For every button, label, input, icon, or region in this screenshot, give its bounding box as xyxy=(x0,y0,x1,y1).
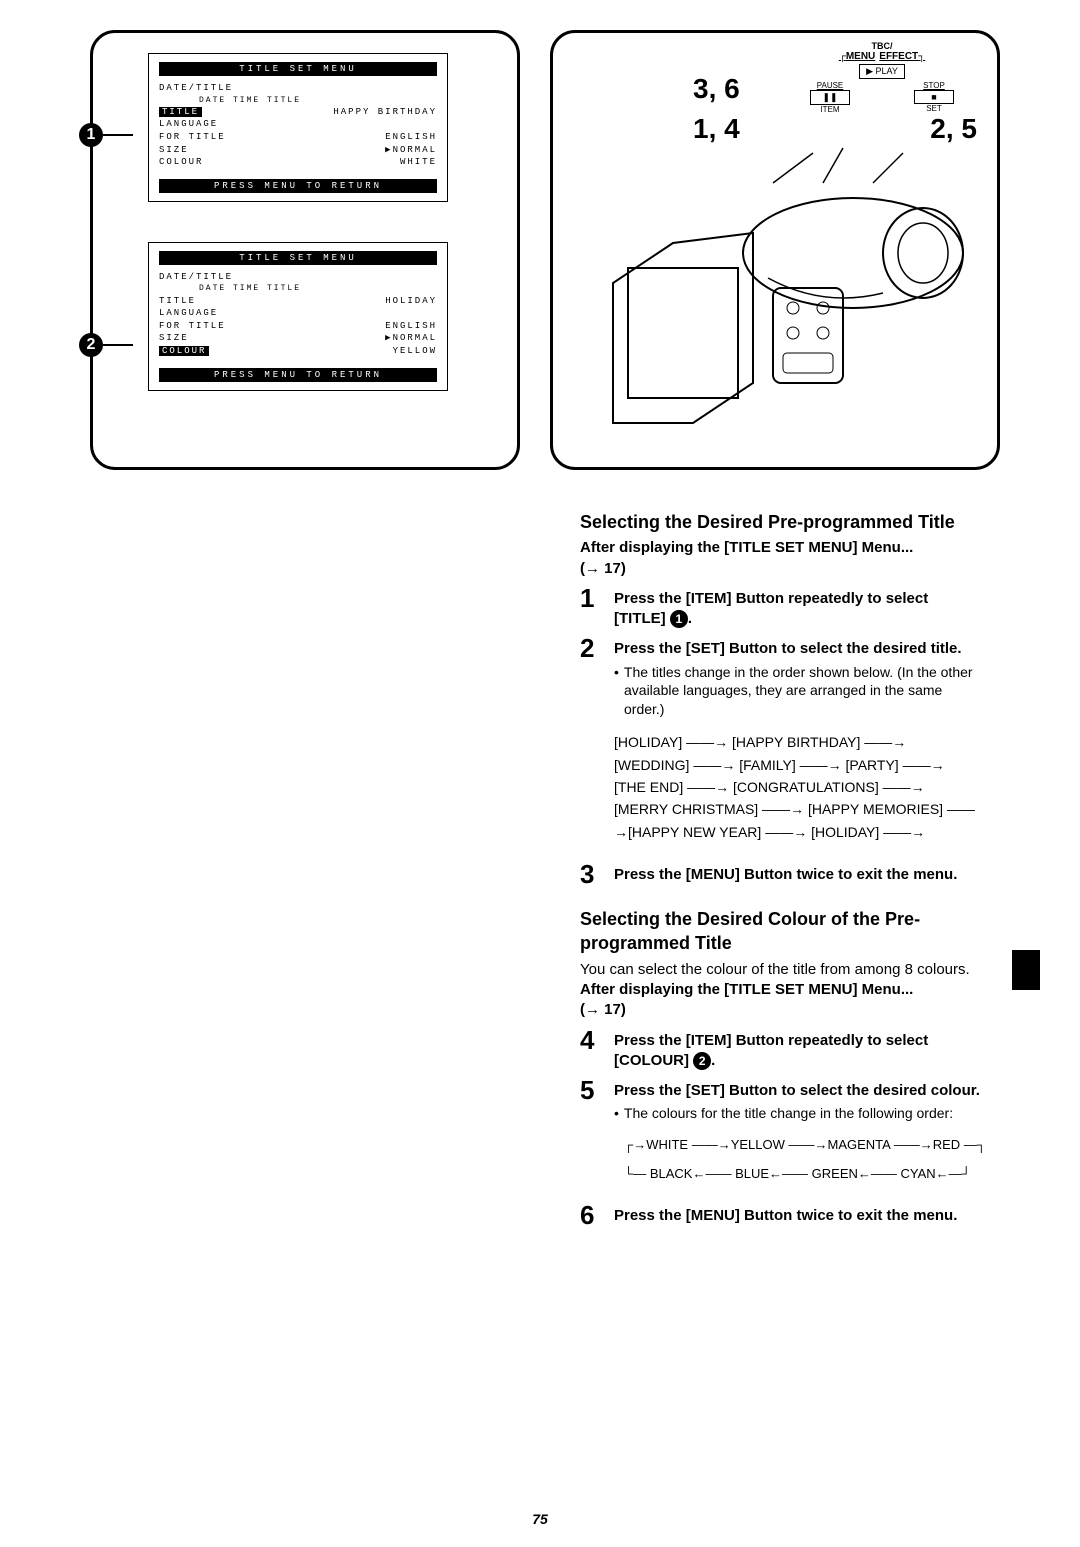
inline-badge-2: 2 xyxy=(693,1052,711,1070)
menu-row: TITLEHOLIDAY xyxy=(159,295,437,308)
menu-label: MENU xyxy=(846,51,875,62)
menu-row: LANGUAGE xyxy=(159,118,437,131)
pause-label: PAUSE xyxy=(810,81,850,90)
effect-label: EFFECT xyxy=(879,51,918,62)
section1-ref: (→ 17) xyxy=(580,559,980,579)
step6-text: Press the [MENU] Button twice to exit th… xyxy=(614,1206,980,1226)
menu1-title: TITLE SET MENU xyxy=(159,62,437,76)
colour-cycle: ┌→WHITE ——→YELLOW ——→MAGENTA ——→RED —┐ └… xyxy=(614,1131,986,1188)
menu-panel-1: TITLE SET MENU DATE/TITLEDATE TIME TITLE… xyxy=(148,53,448,202)
menu-row: DATE/TITLE xyxy=(159,82,437,95)
menu2-footer: PRESS MENU TO RETURN xyxy=(159,368,437,382)
pause-button: ❚❚ xyxy=(810,90,850,105)
page-number: 75 xyxy=(532,1511,548,1527)
step-nums-36: 3, 6 xyxy=(693,73,740,105)
menu-row: DATE TIME TITLE xyxy=(159,95,437,106)
section2-intro: You can select the colour of the title f… xyxy=(580,960,980,980)
button-label-panel: TBC/ ┌MENU EFFECT┐ ▶ PLAY PAUSE ❚❚ ITEM … xyxy=(782,41,982,114)
menu-row: LANGUAGE xyxy=(159,307,437,320)
menu2-title: TITLE SET MENU xyxy=(159,251,437,265)
step5-text: Press the [SET] Button to select the des… xyxy=(614,1081,986,1101)
set-label: SET xyxy=(914,104,954,113)
step1-text: Press the [ITEM] Button repeatedly to se… xyxy=(614,590,928,627)
item-label: ITEM xyxy=(810,105,850,114)
section2-ref: (→ 17) xyxy=(580,1000,980,1020)
section1-heading: Selecting the Desired Pre-programmed Tit… xyxy=(580,510,980,534)
inline-badge-1: 1 xyxy=(670,610,688,628)
menu-row: SIZE▶NORMAL xyxy=(159,332,437,345)
menu-row: FOR TITLEENGLISH xyxy=(159,320,437,333)
step-number-1: 1 xyxy=(580,585,602,630)
play-button-label: ▶ PLAY xyxy=(859,64,905,79)
menu-row: SIZE▶NORMAL xyxy=(159,144,437,157)
menu1-footer: PRESS MENU TO RETURN xyxy=(159,179,437,193)
menu-row: FOR TITLEENGLISH xyxy=(159,131,437,144)
callout-badge-2: 2 xyxy=(79,333,103,357)
stop-label: STOP xyxy=(914,81,954,90)
step-number-2: 2 xyxy=(580,635,602,855)
callout-line-1 xyxy=(103,134,133,136)
section1-after: After displaying the [TITLE SET MENU] Me… xyxy=(580,538,980,558)
menu-panel-2: TITLE SET MENU DATE/TITLEDATE TIME TITLE… xyxy=(148,242,448,391)
section2-after: After displaying the [TITLE SET MENU] Me… xyxy=(580,980,980,1000)
step2-note: The titles change in the order shown bel… xyxy=(614,663,980,720)
camcorder-illustration xyxy=(573,133,973,453)
tbc-label: TBC/ xyxy=(782,41,982,51)
step-number-4: 4 xyxy=(580,1027,602,1072)
stop-button: ■ xyxy=(914,90,954,104)
menu-row: DATE/TITLE xyxy=(159,271,437,284)
title-cycle: [HOLIDAY] ——→ [HAPPY BIRTHDAY] ——→ [WEDD… xyxy=(614,731,980,843)
page-edge-tab xyxy=(1012,950,1040,990)
menu-row: TITLEHAPPY BIRTHDAY xyxy=(159,106,437,119)
step3-text: Press the [MENU] Button twice to exit th… xyxy=(614,865,980,885)
step2-text: Press the [SET] Button to select the des… xyxy=(614,639,980,659)
section2-heading: Selecting the Desired Colour of the Pre-… xyxy=(580,907,980,956)
step-number-6: 6 xyxy=(580,1202,602,1228)
callout-line-2 xyxy=(103,344,133,346)
camcorder-diagram-frame: TBC/ ┌MENU EFFECT┐ ▶ PLAY PAUSE ❚❚ ITEM … xyxy=(550,30,1000,470)
step-number-5: 5 xyxy=(580,1077,602,1196)
instructions-column: Selecting the Desired Pre-programmed Tit… xyxy=(90,510,1020,1228)
menu-row: COLOURYELLOW xyxy=(159,345,437,358)
menu-diagram-frame: 1 TITLE SET MENU DATE/TITLEDATE TIME TIT… xyxy=(90,30,520,470)
step5-note: The colours for the title change in the … xyxy=(614,1104,986,1123)
step4-text: Press the [ITEM] Button repeatedly to se… xyxy=(614,1032,928,1069)
menu-row: COLOURWHITE xyxy=(159,156,437,169)
menu-row: DATE TIME TITLE xyxy=(159,283,437,294)
callout-badge-1: 1 xyxy=(79,123,103,147)
step-number-3: 3 xyxy=(580,861,602,887)
